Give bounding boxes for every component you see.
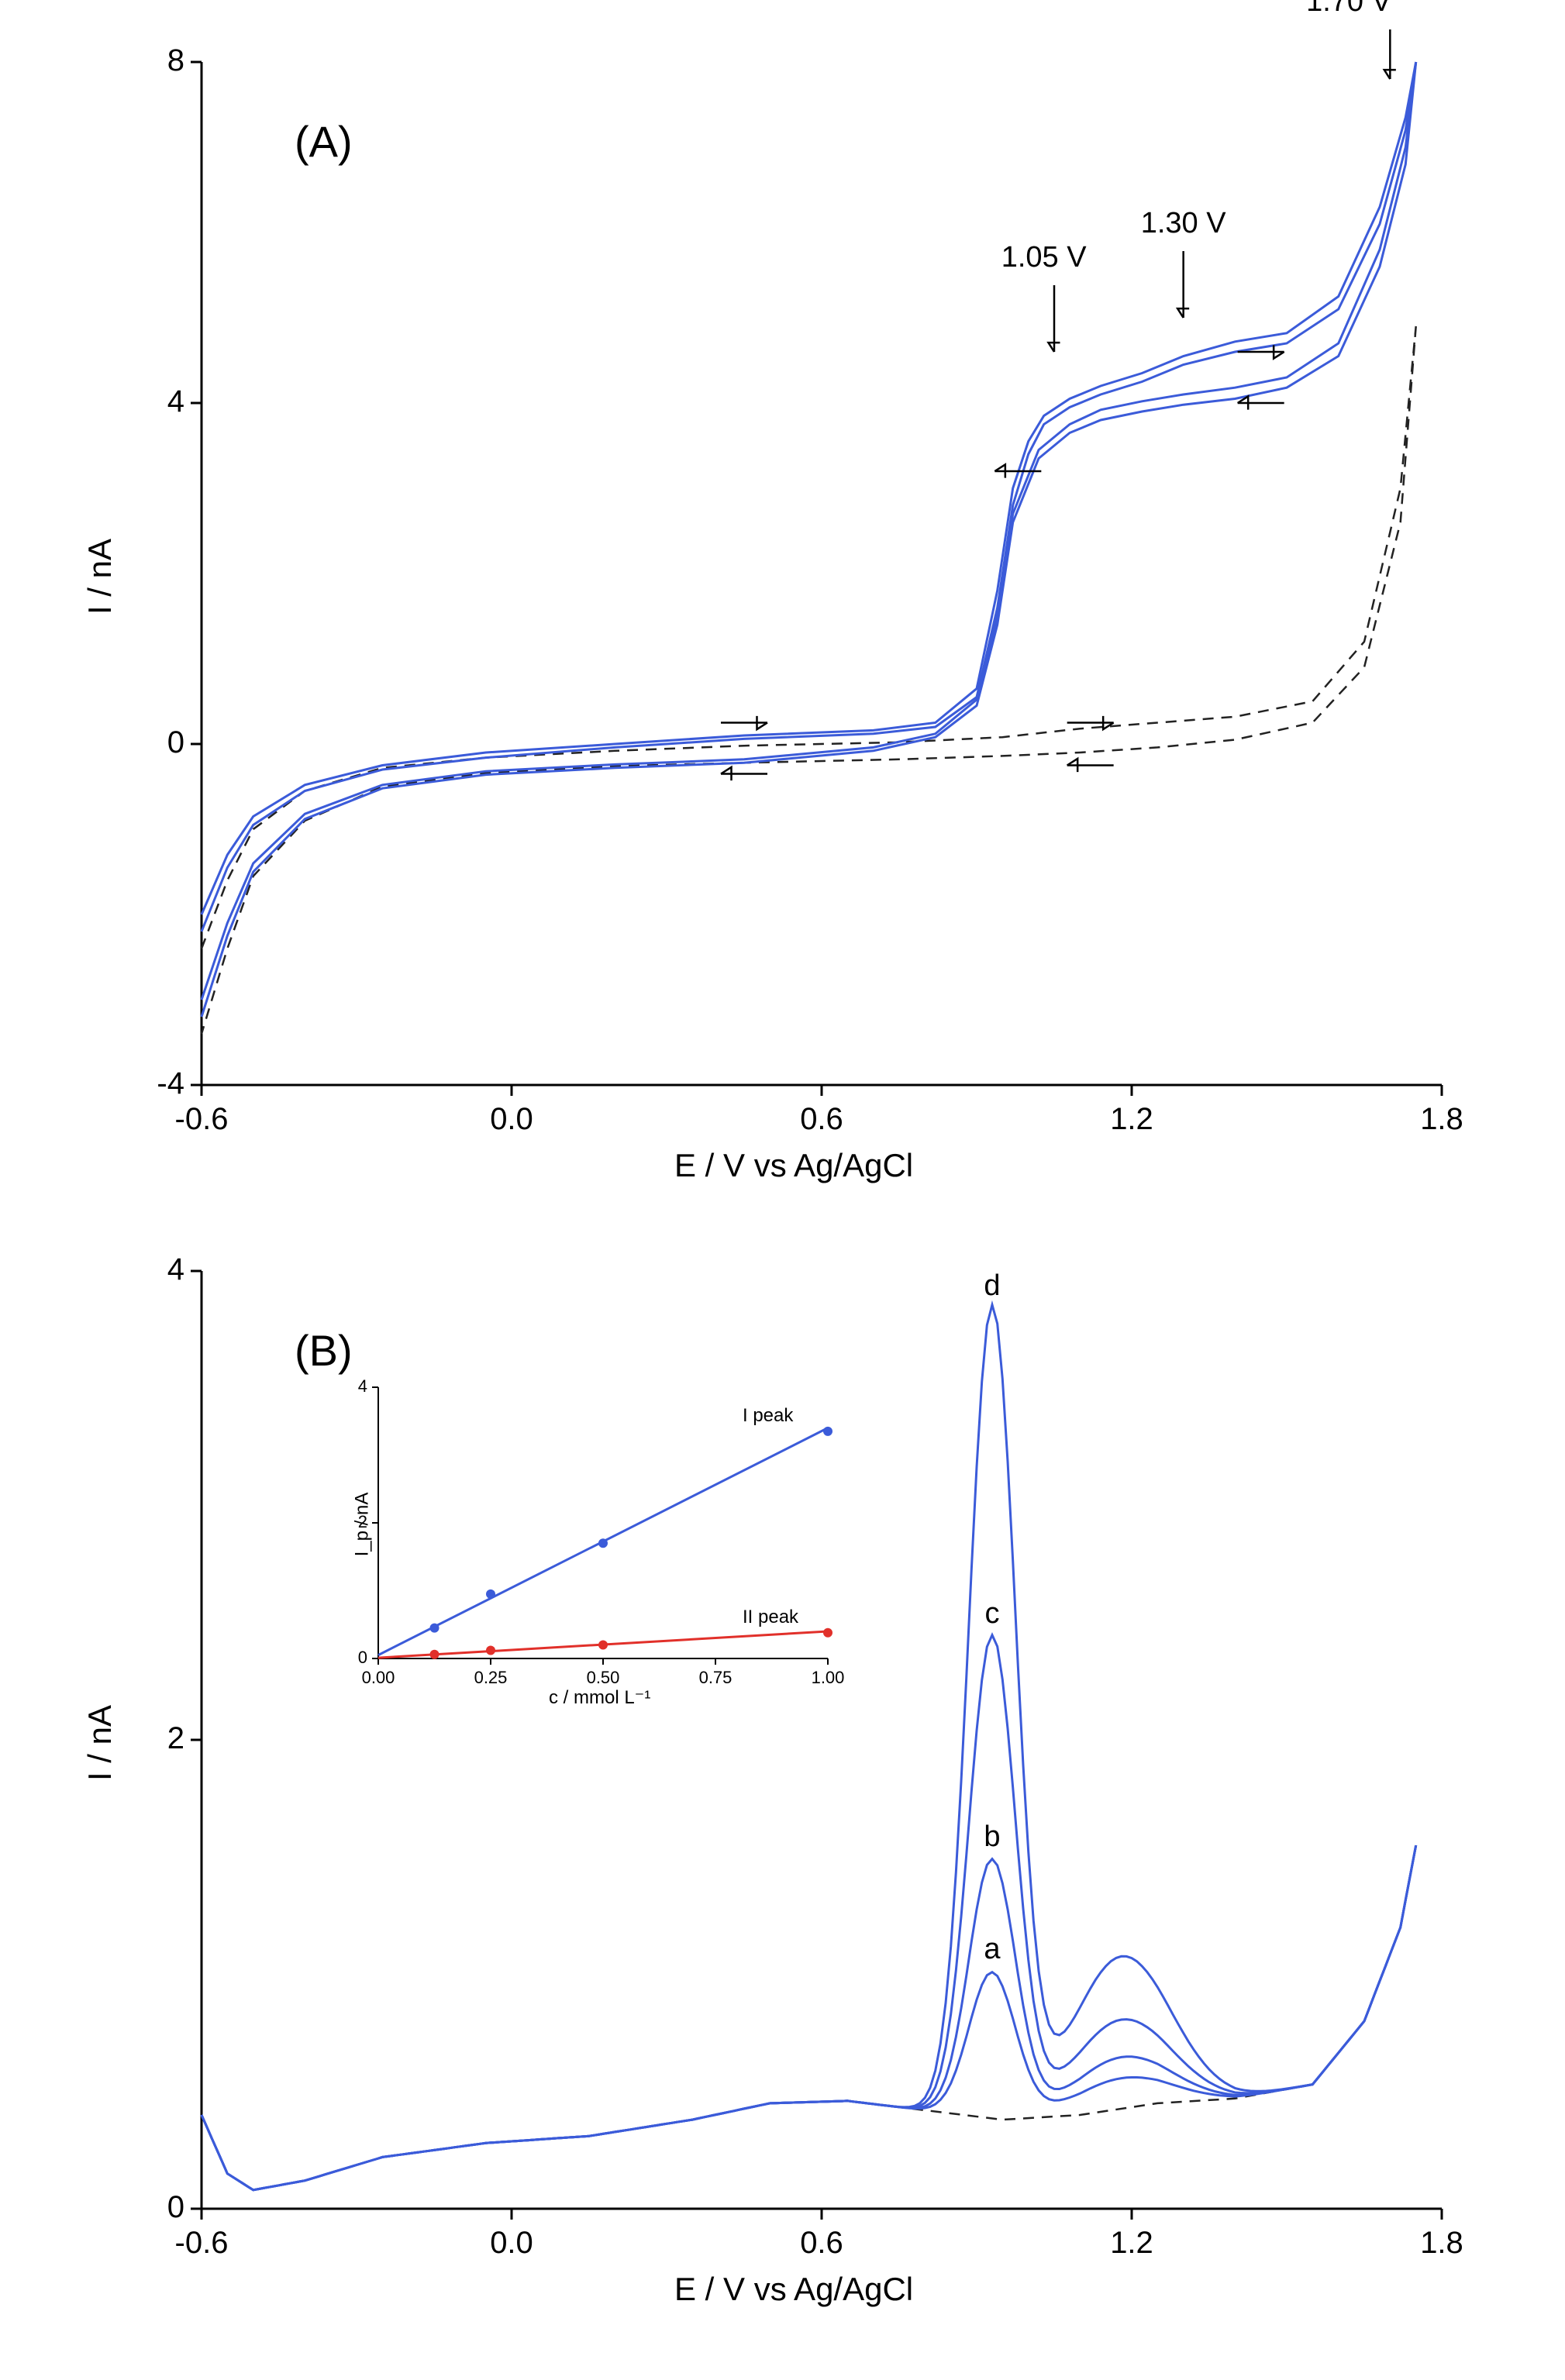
- panel-b-curve-a: [202, 1845, 1416, 2190]
- x-tick-label: 0.0: [474, 2226, 549, 2261]
- x-tick-label: 1.8: [1405, 2226, 1479, 2261]
- inset-ylabel: I_p / nA: [351, 1493, 373, 1557]
- inset-legend-1: II peak: [743, 1607, 798, 1628]
- inset-marker: [823, 1427, 832, 1436]
- inset-marker: [598, 1641, 608, 1650]
- inset-marker: [823, 1628, 832, 1638]
- curve-label-b: b: [981, 1820, 1003, 1854]
- inset-marker: [430, 1624, 440, 1633]
- inset-marker: [486, 1590, 495, 1599]
- x-tick-label: 1.2: [1094, 2226, 1169, 2261]
- inset-x-tick: 1.00: [805, 1668, 851, 1688]
- inset-x-tick: 0.75: [692, 1668, 739, 1688]
- inset-xlabel: c / mmol L⁻¹: [549, 1686, 650, 1709]
- curve-label-a: a: [981, 1933, 1003, 1966]
- panel-b-xlabel: E / V vs Ag/AgCl: [674, 2271, 913, 2308]
- inset-svg: [0, 0, 1565, 1759]
- inset-y-tick: 0: [344, 1648, 367, 1668]
- inset-marker: [486, 1646, 495, 1655]
- inset-x-tick: 0.00: [355, 1668, 402, 1688]
- x-tick-label: 0.6: [784, 2226, 859, 2261]
- inset-legend-0: I peak: [743, 1405, 793, 1427]
- inset-x-tick: 0.50: [580, 1668, 626, 1688]
- inset-marker: [598, 1538, 608, 1548]
- x-tick-label: -0.6: [164, 2226, 239, 2261]
- inset-x-tick: 0.25: [467, 1668, 514, 1688]
- panel-b-baseline: [202, 1845, 1416, 2190]
- inset-marker: [430, 1650, 440, 1659]
- panel-b-curve-b: [202, 1845, 1416, 2190]
- inset-y-tick: 4: [344, 1376, 367, 1397]
- y-tick-label: 0: [129, 2190, 184, 2225]
